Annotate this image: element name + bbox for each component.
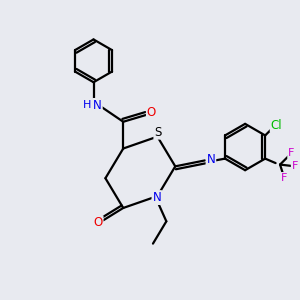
Text: N: N (207, 153, 215, 166)
Text: S: S (154, 126, 162, 139)
Text: N: N (152, 191, 161, 204)
Text: F: F (281, 173, 288, 183)
Text: F: F (288, 148, 295, 158)
Text: O: O (93, 216, 103, 229)
Text: Cl: Cl (271, 118, 282, 131)
Text: O: O (147, 106, 156, 119)
Text: F: F (292, 161, 298, 171)
Text: H: H (83, 100, 91, 110)
Text: N: N (93, 99, 102, 112)
